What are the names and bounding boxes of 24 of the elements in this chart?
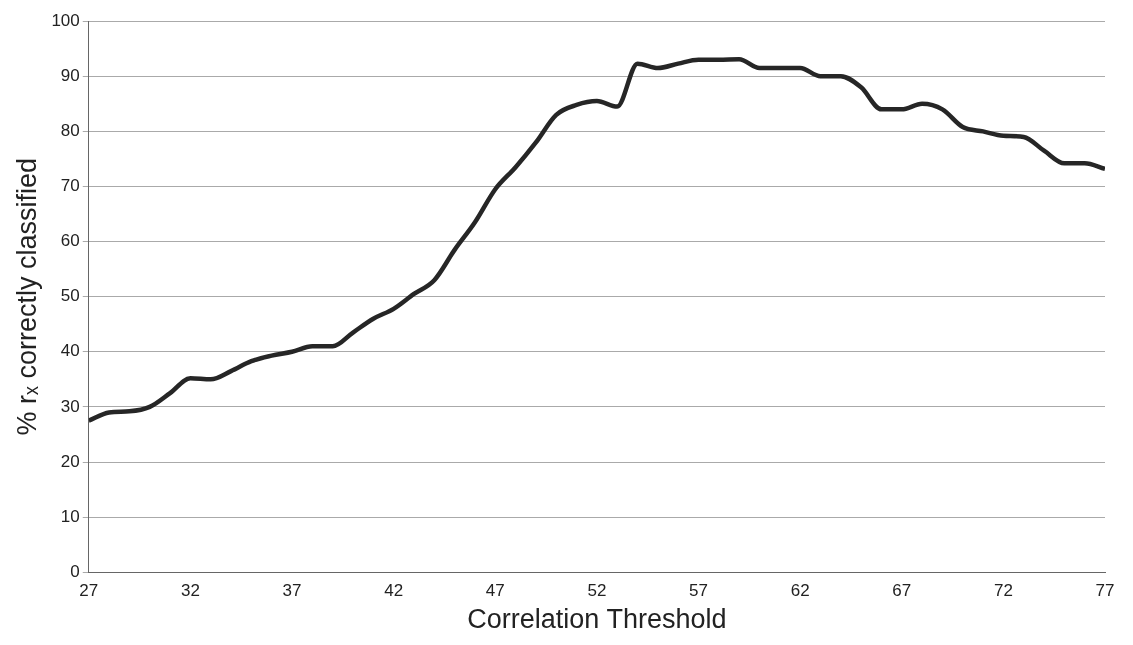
y-tick-label: 90 (60, 65, 80, 85)
x-tick-label: 32 (180, 581, 200, 601)
y-tick-label: 20 (60, 451, 80, 471)
y-tick-label: 10 (60, 506, 80, 526)
y-tick-label: 60 (60, 231, 80, 251)
x-tick-label: 57 (689, 581, 708, 601)
y-tick-label: 0 (70, 561, 80, 581)
x-tick-label: 37 (282, 581, 302, 601)
y-tick-label: 80 (60, 121, 80, 141)
x-axis-title: Correlation Threshold (467, 604, 727, 635)
x-tick-label: 72 (993, 581, 1013, 601)
y-tick-label: 30 (60, 396, 80, 416)
x-tick-label: 52 (587, 581, 607, 601)
y-axis-title: % rₓ correctly classified (11, 157, 42, 436)
y-tick-label: 50 (60, 286, 80, 306)
y-tick-label: 70 (60, 176, 80, 196)
x-tick-label: 27 (79, 581, 99, 601)
y-tick-label: 40 (60, 341, 80, 361)
x-tick-label: 47 (485, 581, 505, 601)
x-tick-label: 62 (790, 581, 810, 601)
x-tick-label: 77 (1095, 581, 1115, 601)
x-tick-label: 67 (892, 581, 912, 601)
x-tick-label: 42 (384, 581, 404, 601)
y-tick-label: 100 (51, 10, 80, 30)
